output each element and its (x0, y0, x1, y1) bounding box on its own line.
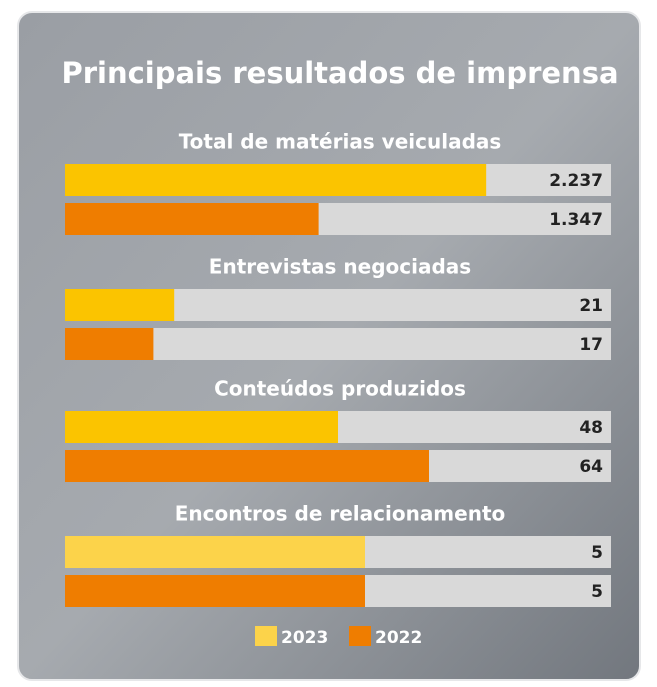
value-label: 21 (579, 296, 603, 316)
bar (65, 164, 487, 196)
value-label: 64 (579, 457, 603, 477)
bar (65, 328, 154, 360)
legend-swatch (255, 626, 277, 646)
group-title: Total de matérias veiculadas (179, 130, 502, 154)
bar-track (65, 328, 611, 360)
value-label: 5 (591, 582, 603, 602)
bar (65, 450, 429, 482)
page-title: Principais resultados de imprensa (61, 56, 618, 90)
group-title: Encontros de relacionamento (175, 502, 506, 526)
bar (65, 411, 338, 443)
bar (65, 289, 175, 321)
legend-swatch (349, 626, 371, 646)
value-label: 2.237 (549, 171, 603, 191)
bar (65, 536, 365, 568)
group-title: Entrevistas negociadas (209, 255, 471, 279)
value-label: 1.347 (549, 210, 603, 230)
legend-label: 2022 (375, 628, 422, 648)
value-label: 17 (579, 335, 603, 355)
group-title: Conteúdos produzidos (214, 377, 466, 401)
bar (65, 575, 365, 607)
bar (65, 203, 319, 235)
value-label: 5 (591, 543, 603, 563)
value-label: 48 (579, 418, 603, 438)
legend-label: 2023 (281, 628, 328, 648)
